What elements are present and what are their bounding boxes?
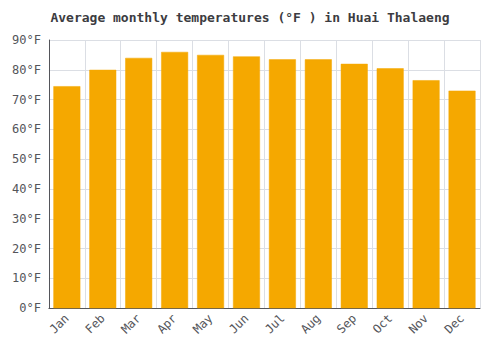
- svg-text:90°F: 90°F: [12, 33, 41, 47]
- svg-text:May: May: [190, 311, 215, 336]
- svg-text:10°F: 10°F: [12, 271, 41, 285]
- svg-text:0°F: 0°F: [19, 301, 41, 315]
- svg-text:Average monthly temperatures (: Average monthly temperatures (°F ) in Hu…: [50, 10, 449, 25]
- svg-text:Nov: Nov: [406, 311, 431, 336]
- svg-text:Feb: Feb: [83, 311, 108, 336]
- svg-text:Aug: Aug: [298, 311, 323, 336]
- svg-text:Jun: Jun: [226, 311, 251, 336]
- svg-text:30°F: 30°F: [12, 212, 41, 226]
- svg-text:Sep: Sep: [334, 311, 359, 336]
- svg-text:70°F: 70°F: [12, 93, 41, 107]
- svg-text:50°F: 50°F: [12, 152, 41, 166]
- svg-text:Mar: Mar: [118, 311, 143, 336]
- svg-text:Jan: Jan: [47, 311, 72, 336]
- svg-text:60°F: 60°F: [12, 122, 41, 136]
- svg-text:Jul: Jul: [262, 311, 287, 336]
- svg-text:80°F: 80°F: [12, 63, 41, 77]
- svg-text:20°F: 20°F: [12, 242, 41, 256]
- svg-text:Apr: Apr: [154, 311, 179, 336]
- svg-text:40°F: 40°F: [12, 182, 41, 196]
- svg-text:Dec: Dec: [442, 311, 467, 336]
- svg-text:Oct: Oct: [370, 311, 395, 336]
